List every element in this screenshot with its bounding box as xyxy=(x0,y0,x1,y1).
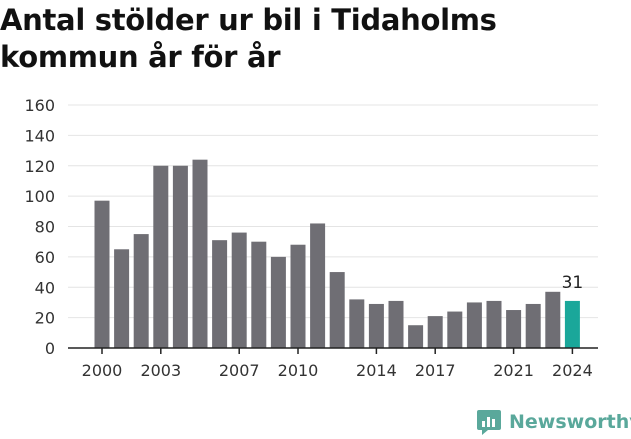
bars xyxy=(94,159,580,348)
y-tick-label: 100 xyxy=(24,187,55,206)
y-tick-label: 60 xyxy=(35,248,55,267)
bar-2016[interactable] xyxy=(408,325,424,348)
newsworthy-logo-icon xyxy=(477,410,501,435)
x-tick-label: 2000 xyxy=(82,361,123,380)
y-tick-label: 40 xyxy=(35,278,55,297)
bar-2000[interactable] xyxy=(94,200,110,348)
bar-2021[interactable] xyxy=(506,310,522,348)
y-tick-label: 120 xyxy=(24,157,55,176)
x-tick-label: 2024 xyxy=(552,361,593,380)
bar-2006[interactable] xyxy=(212,240,228,348)
bar-2024[interactable] xyxy=(564,300,580,348)
bar-2018[interactable] xyxy=(447,311,463,348)
bar-2015[interactable] xyxy=(388,300,404,348)
brand-name: Newsworthy xyxy=(509,411,631,433)
x-tick-label: 2003 xyxy=(140,361,181,380)
y-tick-label: 80 xyxy=(35,218,55,237)
x-tick-label: 2014 xyxy=(356,361,397,380)
value-labels: 31 xyxy=(562,273,584,293)
bar-2022[interactable] xyxy=(525,303,541,348)
data-label-2024: 31 xyxy=(562,273,584,293)
x-tick-label: 2010 xyxy=(278,361,319,380)
y-axis-ticks: 0 20 40 60 80 100 120 140 160 xyxy=(24,96,55,358)
bar-2005[interactable] xyxy=(192,159,208,348)
bar-2011[interactable] xyxy=(310,223,326,348)
x-tick-label: 2017 xyxy=(415,361,456,380)
chart-title: Antal stölder ur bil i Tidaholms kommun … xyxy=(0,3,497,74)
bar-2013[interactable] xyxy=(349,299,365,348)
brand[interactable]: Newsworthy xyxy=(476,407,631,437)
bar-2017[interactable] xyxy=(427,316,443,348)
y-tick-label: 140 xyxy=(24,126,55,145)
bar-2019[interactable] xyxy=(466,302,482,348)
bar-2020[interactable] xyxy=(486,300,502,348)
bar-2008[interactable] xyxy=(251,241,267,348)
bar-2009[interactable] xyxy=(270,256,286,348)
bar-2003[interactable] xyxy=(153,165,169,348)
y-tick-label: 160 xyxy=(24,96,55,115)
x-tick-label: 2021 xyxy=(493,361,534,380)
bar-2002[interactable] xyxy=(133,234,149,348)
y-tick-label: 20 xyxy=(35,309,55,328)
bar-2007[interactable] xyxy=(231,232,247,348)
bar-2012[interactable] xyxy=(329,272,345,348)
bar-2010[interactable] xyxy=(290,244,306,348)
bar-2004[interactable] xyxy=(172,165,188,348)
bar-2001[interactable] xyxy=(114,249,130,348)
bar-2014[interactable] xyxy=(368,303,384,348)
y-tick-label: 0 xyxy=(45,339,55,358)
bar-2023[interactable] xyxy=(545,291,561,348)
x-tick-label: 2007 xyxy=(219,361,260,380)
x-axis: 2000 2003 2007 2010 2014 2017 2021 2024 xyxy=(68,347,598,380)
